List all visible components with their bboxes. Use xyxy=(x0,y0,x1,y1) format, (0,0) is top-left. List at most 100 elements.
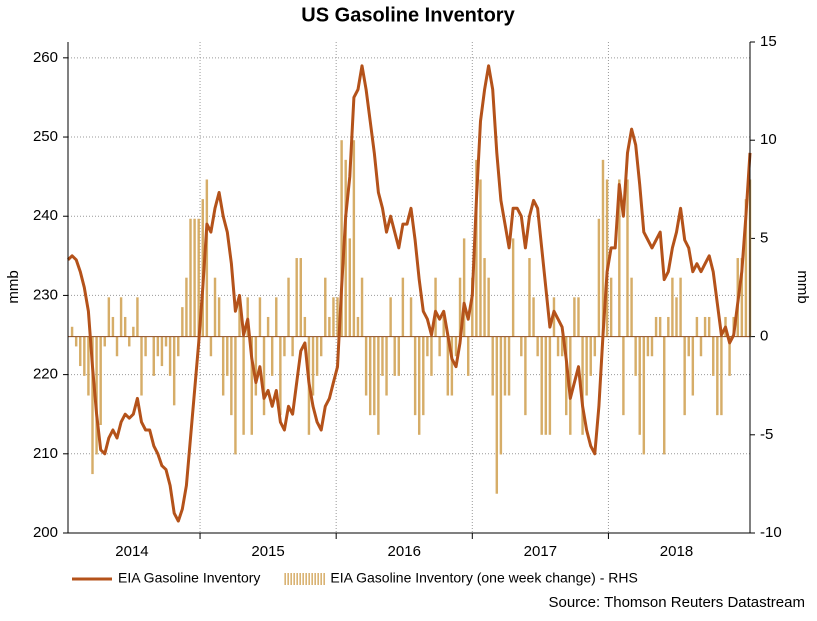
bar xyxy=(413,336,417,416)
bar xyxy=(189,218,192,337)
bar xyxy=(74,336,78,347)
bar xyxy=(646,336,650,357)
bar xyxy=(193,218,196,337)
legend-swatch xyxy=(302,573,304,585)
bar xyxy=(520,336,523,357)
y-axis-label: mmb xyxy=(5,270,22,303)
bar xyxy=(356,316,360,337)
legend-swatch xyxy=(299,573,301,585)
legend-swatch xyxy=(311,573,313,585)
bar xyxy=(128,336,131,347)
bar xyxy=(642,336,646,455)
bar xyxy=(626,179,629,337)
bar xyxy=(565,336,568,416)
bar xyxy=(168,336,172,376)
bar xyxy=(172,336,176,406)
bar xyxy=(577,297,580,337)
bar xyxy=(221,336,225,396)
bar xyxy=(324,277,327,337)
bar xyxy=(360,277,364,337)
bar xyxy=(699,336,703,357)
y-tick-label: 230 xyxy=(33,286,58,303)
bar xyxy=(422,336,425,416)
y2-tick-label: 10 xyxy=(760,131,777,148)
bar xyxy=(483,258,486,337)
bar xyxy=(716,336,719,416)
bar xyxy=(164,336,168,347)
y2-tick-label: 15 xyxy=(760,33,777,50)
bar xyxy=(279,336,282,416)
bar xyxy=(499,336,503,455)
legend-swatch xyxy=(290,573,292,585)
x-tick-label: 2016 xyxy=(388,543,421,560)
bar xyxy=(332,297,335,337)
bar xyxy=(140,336,143,396)
bar xyxy=(622,336,625,416)
x-tick-label: 2015 xyxy=(251,543,284,560)
bar xyxy=(209,336,213,357)
bar xyxy=(593,336,597,357)
bar xyxy=(524,336,527,416)
bar xyxy=(344,159,347,337)
y2-tick-label: 5 xyxy=(760,229,768,246)
legend-swatch xyxy=(320,573,322,585)
bar xyxy=(687,336,690,357)
bar xyxy=(389,297,392,337)
bar xyxy=(671,277,674,337)
bar xyxy=(258,297,262,337)
bar xyxy=(487,277,490,337)
bar xyxy=(283,336,286,357)
bar xyxy=(83,336,86,376)
bar xyxy=(679,277,682,337)
bar xyxy=(618,179,621,337)
bar xyxy=(601,159,605,337)
bar xyxy=(650,336,654,357)
bar xyxy=(495,336,499,494)
y-tick-label: 260 xyxy=(33,49,58,66)
y2-tick-label: -10 xyxy=(760,524,782,541)
y2-axis-label: mmb xyxy=(794,270,811,303)
bar xyxy=(691,336,695,396)
y2-tick-label: -5 xyxy=(760,426,773,443)
chart-title: US Gasoline Inventory xyxy=(301,4,515,26)
bar xyxy=(728,336,731,376)
bar xyxy=(417,336,421,435)
legend-label: EIA Gasoline Inventory xyxy=(118,570,260,586)
bar xyxy=(295,258,298,337)
bar xyxy=(454,336,458,357)
bar xyxy=(177,336,180,357)
bar xyxy=(246,297,249,337)
bar xyxy=(430,336,433,376)
bar xyxy=(368,336,372,416)
bar xyxy=(144,336,147,357)
bar xyxy=(532,297,535,337)
bar xyxy=(270,336,274,376)
bar xyxy=(266,316,270,337)
bar xyxy=(634,336,637,376)
bar xyxy=(348,238,352,337)
bar xyxy=(589,336,592,376)
bar xyxy=(536,336,539,357)
bar xyxy=(95,336,98,455)
bar xyxy=(291,336,294,357)
bar xyxy=(287,277,290,337)
bar xyxy=(744,199,748,337)
bar xyxy=(340,140,343,337)
bar xyxy=(181,307,184,337)
bar xyxy=(107,297,111,337)
legend-swatch xyxy=(284,573,286,585)
x-tick-label: 2017 xyxy=(524,543,557,560)
bar xyxy=(707,316,711,337)
bar xyxy=(658,316,662,337)
bar xyxy=(319,336,323,357)
bar xyxy=(458,277,462,337)
bar xyxy=(250,336,253,435)
bar xyxy=(609,277,613,337)
bar xyxy=(675,297,678,337)
bar xyxy=(136,297,139,337)
bar xyxy=(152,336,155,376)
y-tick-label: 210 xyxy=(33,445,58,462)
bar xyxy=(393,336,396,376)
y2-tick-label: 0 xyxy=(760,328,768,345)
